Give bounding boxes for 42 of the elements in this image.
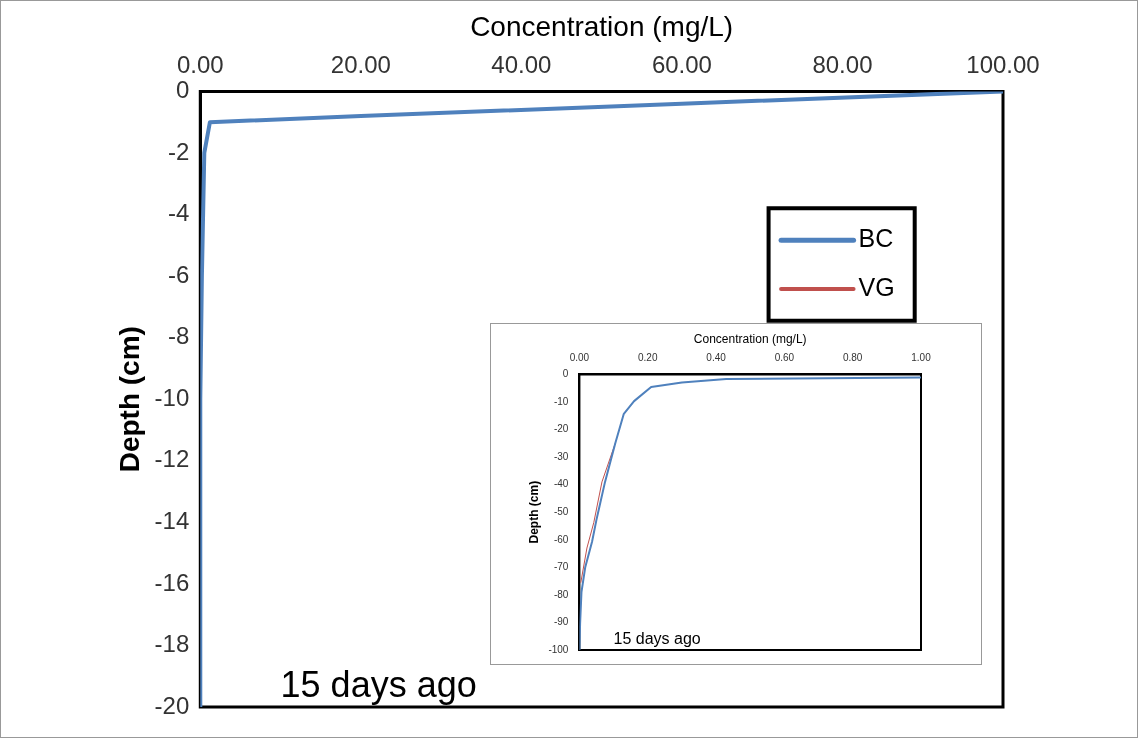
annotation: 15 days ago: [280, 663, 477, 705]
y-axis-title: Depth (cm): [113, 326, 145, 473]
y-tick-label: -10: [553, 395, 569, 407]
x-axis-title: Concentration (mg/L): [470, 10, 734, 42]
y-tick-label: -16: [154, 568, 190, 596]
y-tick-label: -4: [167, 199, 190, 227]
x-tick-label: 20.00: [330, 50, 391, 78]
y-tick-label: -18: [154, 630, 190, 658]
y-tick-label: -10: [154, 383, 190, 411]
y-tick-label: -2: [167, 137, 190, 165]
legend-label: BC: [858, 224, 894, 253]
x-tick-label: 0.00: [569, 352, 590, 364]
x-tick-label: 60.00: [651, 50, 712, 78]
y-tick-label: -40: [553, 478, 569, 490]
y-tick-label: -50: [553, 505, 569, 517]
x-tick-label: 0.00: [176, 50, 224, 78]
legend-label: VG: [858, 272, 895, 301]
x-tick-label: 0.20: [638, 352, 658, 364]
y-tick-label: -12: [154, 445, 190, 473]
x-tick-label: 0.80: [842, 352, 863, 364]
y-tick-label: -8: [167, 322, 190, 350]
y-tick-label: -20: [154, 691, 190, 719]
x-tick-label: 0.40: [706, 352, 727, 364]
y-tick-label: -70: [553, 561, 569, 573]
x-tick-label: 0.60: [774, 352, 795, 364]
y-tick-label: -90: [553, 616, 569, 628]
y-tick-label: -60: [553, 533, 569, 545]
x-tick-label: 100.00: [966, 50, 1040, 78]
y-tick-label: -20: [553, 423, 569, 435]
y-tick-label: 0: [562, 368, 569, 380]
x-tick-label: 80.00: [812, 50, 873, 78]
y-tick-label: -80: [553, 588, 569, 600]
y-tick-label: -6: [167, 260, 190, 288]
y-tick-label: 0: [175, 76, 190, 104]
annotation: 15 days ago: [613, 630, 701, 648]
x-axis-title: Concentration (mg/L): [693, 331, 807, 346]
y-tick-label: -30: [553, 450, 569, 462]
y-tick-label: -100: [548, 643, 569, 655]
x-tick-label: 40.00: [491, 50, 552, 78]
y-tick-label: -14: [154, 506, 190, 534]
x-tick-label: 1.00: [911, 352, 932, 364]
y-axis-title: Depth (cm): [526, 480, 541, 544]
